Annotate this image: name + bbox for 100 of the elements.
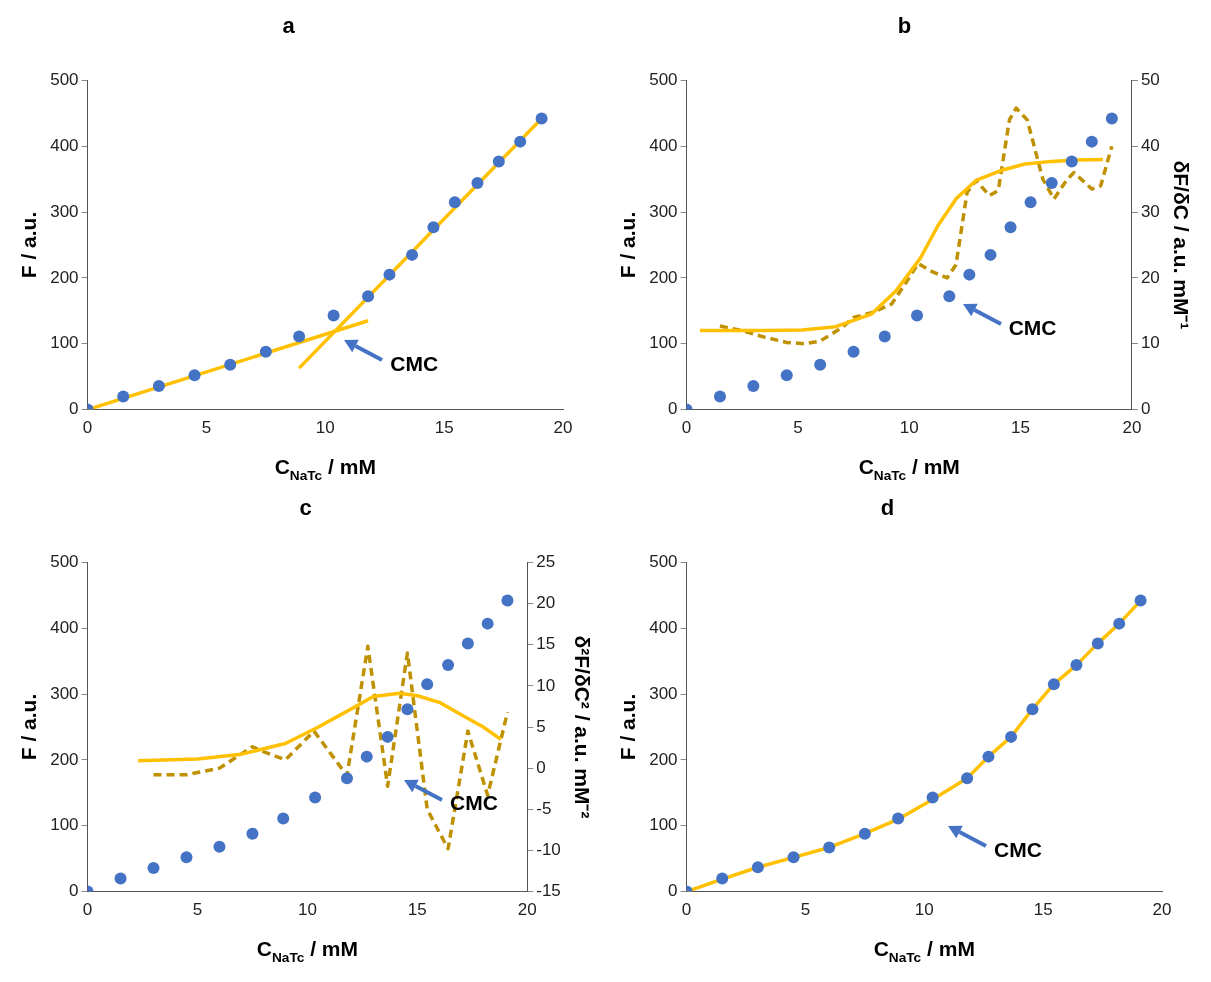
y-axis-title: F / a.u. <box>17 211 41 279</box>
y2-tick-label: 30 <box>1140 201 1160 221</box>
point <box>535 112 548 125</box>
annotation: CMC <box>390 352 439 376</box>
point <box>858 827 871 840</box>
point <box>492 155 505 168</box>
point <box>147 861 160 874</box>
x-tick-label: 20 <box>1152 900 1172 920</box>
y-tick-label: 0 <box>69 881 79 901</box>
point <box>442 659 455 672</box>
y-tick-label: 0 <box>668 881 678 901</box>
point <box>224 358 237 371</box>
y-tick-label: 100 <box>649 333 678 353</box>
x-tick-label: 0 <box>681 900 692 920</box>
point <box>180 851 193 864</box>
y-tick-label: 200 <box>50 749 79 769</box>
y2-tick-label: 5 <box>536 716 546 736</box>
point <box>448 196 461 209</box>
point <box>878 330 891 343</box>
y-tick-label: 300 <box>50 683 79 703</box>
x-tick-label: 0 <box>82 418 93 438</box>
point <box>787 851 800 864</box>
point <box>963 268 976 281</box>
y-tick-label: 400 <box>50 617 79 637</box>
point <box>823 841 836 854</box>
point <box>259 345 272 358</box>
point <box>381 730 394 743</box>
point <box>188 369 201 382</box>
point <box>246 827 259 840</box>
y2-tick-label: 40 <box>1140 135 1160 155</box>
y2-tick-label: 25 <box>536 552 556 572</box>
y-tick-label: 300 <box>649 683 678 703</box>
x-tick-label: 15 <box>407 900 427 920</box>
y-axis-title: F / a.u. <box>17 693 41 761</box>
point <box>1105 112 1118 125</box>
point <box>926 791 939 804</box>
point <box>481 617 494 630</box>
y2-axis-title: δF/δC / a.u. mM⁻¹ <box>1169 160 1193 330</box>
point <box>1005 730 1018 743</box>
point <box>1026 703 1039 716</box>
point <box>514 135 527 148</box>
point <box>421 678 434 691</box>
x-tick-label: 10 <box>914 900 934 920</box>
chart-title: b <box>897 13 912 39</box>
point <box>461 637 474 650</box>
point <box>427 221 440 234</box>
point <box>751 861 764 874</box>
x-tick-label: 15 <box>1011 418 1031 438</box>
y-tick-label: 0 <box>668 399 678 419</box>
point <box>340 772 353 785</box>
y2-tick-label: 20 <box>536 593 556 613</box>
y-tick-label: 500 <box>50 552 79 572</box>
y-tick-label: 300 <box>50 201 79 221</box>
y-tick-label: 100 <box>649 815 678 835</box>
x-tick-label: 15 <box>434 418 454 438</box>
line-series <box>718 106 1114 346</box>
y-tick-label: 200 <box>649 267 678 287</box>
point <box>1113 617 1126 630</box>
point <box>984 248 997 261</box>
y2-tick-label: -5 <box>536 798 552 818</box>
y-tick-label: 200 <box>50 267 79 287</box>
x-tick-label: 20 <box>1122 418 1142 438</box>
y2-tick-label: -15 <box>536 881 561 901</box>
point <box>1065 155 1078 168</box>
point <box>293 330 306 343</box>
point <box>406 248 419 261</box>
point <box>1070 659 1083 672</box>
annotation: CMC <box>994 837 1042 861</box>
annotation: CMC <box>450 791 498 815</box>
chart-title: c <box>299 495 312 521</box>
y-tick-label: 200 <box>649 749 678 769</box>
x-tick-label: 5 <box>793 418 803 438</box>
x-tick-label: 5 <box>192 900 203 920</box>
y-tick-label: 500 <box>649 552 678 572</box>
y2-tick-label: 10 <box>1140 333 1160 353</box>
x-tick-label: 0 <box>681 418 692 438</box>
y-tick-label: 100 <box>50 333 79 353</box>
point <box>1091 637 1104 650</box>
y2-tick-label: -10 <box>536 840 561 860</box>
point <box>911 309 924 322</box>
point <box>943 290 956 303</box>
x-tick-label: 0 <box>82 900 93 920</box>
point <box>713 390 726 403</box>
point <box>471 177 484 190</box>
x-tick-label: 5 <box>800 900 811 920</box>
annotation: CMC <box>1008 316 1057 340</box>
y-tick-label: 100 <box>50 815 79 835</box>
x-tick-label: 10 <box>315 418 335 438</box>
point <box>383 268 396 281</box>
point <box>814 358 827 371</box>
y-tick-label: 400 <box>649 617 678 637</box>
y-tick-label: 400 <box>649 135 678 155</box>
point <box>114 872 127 885</box>
y2-tick-label: 10 <box>536 675 556 695</box>
chart-title: a <box>282 13 296 39</box>
point <box>117 390 130 403</box>
point <box>1004 221 1017 234</box>
y2-tick-label: 0 <box>1140 399 1151 419</box>
y-tick-label: 0 <box>69 399 79 419</box>
line-series <box>151 644 510 851</box>
